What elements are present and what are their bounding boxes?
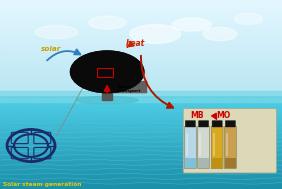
FancyBboxPatch shape — [184, 126, 196, 169]
Bar — [97, 68, 113, 77]
FancyBboxPatch shape — [185, 121, 195, 127]
Bar — [0, 152, 282, 157]
Bar — [0, 3, 282, 7]
Bar — [0, 72, 282, 75]
Bar — [0, 125, 282, 130]
Bar — [0, 130, 282, 135]
FancyBboxPatch shape — [224, 126, 236, 169]
Bar — [0, 42, 282, 46]
Bar — [0, 180, 282, 184]
Bar — [213, 133, 215, 156]
Bar — [0, 26, 282, 29]
Bar — [0, 134, 282, 139]
Bar — [0, 62, 282, 66]
Bar — [0, 39, 282, 43]
FancyBboxPatch shape — [212, 121, 222, 127]
FancyBboxPatch shape — [183, 109, 276, 173]
Bar — [0, 139, 282, 144]
Bar — [0, 161, 282, 166]
Bar — [186, 133, 188, 156]
Bar — [0, 55, 282, 59]
Bar — [0, 148, 282, 153]
Bar — [0, 91, 282, 95]
Ellipse shape — [234, 13, 262, 25]
Bar — [0, 32, 282, 36]
Bar — [0, 52, 282, 56]
Bar — [0, 46, 282, 49]
Ellipse shape — [35, 26, 78, 39]
Text: MB: MB — [191, 111, 204, 120]
Bar — [0, 0, 282, 3]
Bar — [0, 9, 282, 13]
Bar — [0, 184, 282, 189]
Text: MO: MO — [217, 111, 231, 120]
Text: Water
transport: Water transport — [117, 84, 140, 93]
Bar — [199, 133, 201, 156]
Bar — [226, 133, 228, 156]
Bar — [0, 121, 282, 125]
Bar — [0, 6, 282, 10]
Ellipse shape — [172, 18, 212, 31]
Bar — [102, 77, 112, 100]
Bar — [0, 107, 282, 112]
Bar — [212, 158, 222, 168]
Bar — [0, 157, 282, 162]
Bar — [0, 102, 282, 107]
Bar — [0, 143, 282, 148]
Bar — [0, 170, 282, 175]
Text: solar: solar — [41, 46, 61, 52]
Bar — [0, 88, 282, 92]
Bar — [0, 16, 282, 20]
Bar — [0, 65, 282, 69]
Bar — [225, 158, 236, 168]
Ellipse shape — [70, 51, 144, 93]
Polygon shape — [104, 81, 147, 93]
Ellipse shape — [76, 96, 138, 104]
Bar — [0, 116, 282, 121]
Bar — [0, 166, 282, 171]
Ellipse shape — [70, 51, 144, 93]
Bar — [0, 59, 282, 62]
Bar — [0, 81, 282, 85]
Bar — [0, 29, 282, 33]
Bar — [0, 75, 282, 79]
FancyBboxPatch shape — [198, 126, 210, 169]
Bar — [198, 158, 209, 168]
Bar — [0, 22, 282, 26]
FancyBboxPatch shape — [211, 126, 223, 169]
Ellipse shape — [89, 16, 125, 29]
Text: Solar steam generation: Solar steam generation — [3, 182, 81, 187]
Bar — [0, 78, 282, 82]
Bar — [0, 19, 282, 23]
FancyBboxPatch shape — [225, 121, 235, 127]
Polygon shape — [104, 72, 147, 85]
Bar — [0, 85, 282, 88]
Bar — [0, 36, 282, 39]
Bar — [0, 91, 282, 102]
Bar — [0, 68, 282, 72]
Ellipse shape — [130, 25, 180, 43]
Bar — [0, 175, 282, 180]
Text: heat: heat — [126, 39, 145, 48]
FancyBboxPatch shape — [199, 121, 209, 127]
Bar — [185, 158, 196, 168]
Bar — [0, 112, 282, 116]
Ellipse shape — [203, 27, 237, 41]
Bar — [0, 13, 282, 16]
Bar — [0, 49, 282, 52]
Bar — [0, 98, 282, 103]
